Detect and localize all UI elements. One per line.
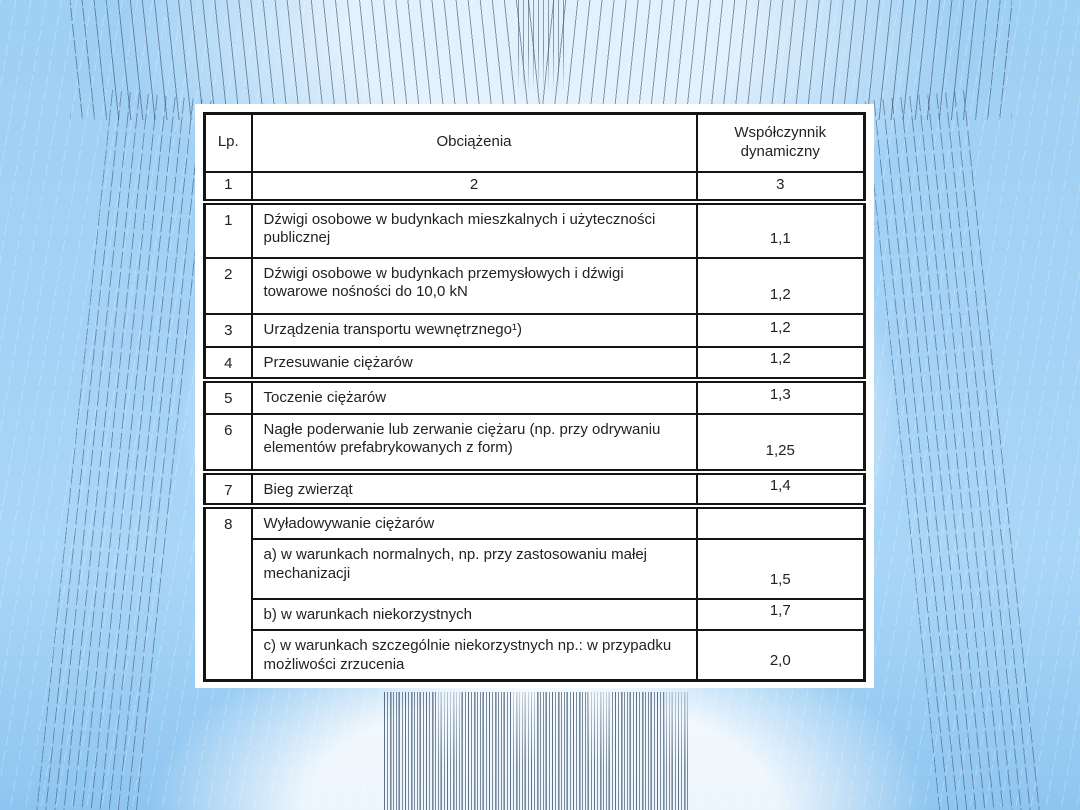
table-row: 4 Przesuwanie ciężarów 1,2 xyxy=(203,345,866,383)
coefficient-value-cell: 1,2 xyxy=(695,345,866,383)
coefficient-value-cell: 1,2 xyxy=(695,256,866,315)
load-description-cell: Nagłe poderwanie lub zerwanie ciężaru (n… xyxy=(250,412,698,475)
thread-barcode-bottom xyxy=(384,692,690,810)
table-row: a) w warunkach normalnych, np. przy zast… xyxy=(205,538,866,600)
table-row: 6 Nagłe poderwanie lub zerwanie ciężaru … xyxy=(203,412,866,475)
column-number-cell: 1 xyxy=(203,170,253,205)
column-number-cell: 2 xyxy=(250,170,698,205)
header-load: Obciążenia xyxy=(250,112,698,173)
coefficient-value-cell: 1,3 xyxy=(695,378,866,415)
load-description-cell: c) w warunkach szczególnie niekorzystnyc… xyxy=(250,629,698,681)
table-row: 7 Bieg zwierząt 1,4 xyxy=(203,470,866,510)
coefficient-value-cell: 1,25 xyxy=(695,412,866,475)
load-description-cell: Wyładowywanie ciężarów xyxy=(250,505,698,540)
table-row: 8 Wyładowywanie ciężarów xyxy=(203,505,866,681)
table-row: c) w warunkach szczególnie niekorzystnyc… xyxy=(205,629,866,681)
table-row: 2 Dźwigi osobowe w budynkach przemysłowy… xyxy=(203,256,866,315)
coefficient-value-cell: 1,2 xyxy=(695,312,866,348)
table-header-row: Lp. Obciążenia Współczynnik dynamiczny xyxy=(203,112,866,173)
table-row: 1 Dźwigi osobowe w budynkach mieszkalnyc… xyxy=(203,200,866,259)
table-row: 3 Urządzenia transportu wewnętrznego¹) 1… xyxy=(203,312,866,348)
coefficient-value-cell: 1,5 xyxy=(695,538,866,600)
coefficient-value-cell: 1,4 xyxy=(695,470,866,510)
header-coefficient: Współczynnik dynamiczny xyxy=(695,112,866,173)
column-numbers-row: 1 2 3 xyxy=(203,170,866,205)
load-description-cell: a) w warunkach normalnych, np. przy zast… xyxy=(250,538,698,600)
table-row: 5 Toczenie ciężarów 1,3 xyxy=(203,378,866,415)
load-description-cell: Bieg zwierząt xyxy=(250,470,698,510)
load-description-cell: Urządzenia transportu wewnętrznego¹) xyxy=(250,312,698,348)
row-number-cell: 5 xyxy=(203,378,253,415)
load-description-cell: b) w warunkach niekorzystnych xyxy=(250,598,698,631)
row-number-cell: 7 xyxy=(203,470,253,510)
row-number-cell: 1 xyxy=(203,200,253,259)
coefficients-table: Lp. Obciążenia Współczynnik dynamiczny 1… xyxy=(203,112,866,682)
table-panel: Lp. Obciążenia Współczynnik dynamiczny 1… xyxy=(195,104,874,688)
row-number-cell: 6 xyxy=(203,412,253,475)
row-number-cell: 3 xyxy=(203,312,253,348)
thread-cluster-top xyxy=(518,0,564,92)
table-row: b) w warunkach niekorzystnych 1,7 xyxy=(205,598,866,631)
row-number-cell: 8 xyxy=(203,505,253,681)
coefficient-value-cell: 2,0 xyxy=(695,629,866,681)
load-description-cell: Przesuwanie ciężarów xyxy=(250,345,698,383)
column-number-cell: 3 xyxy=(695,170,866,205)
load-description-cell: Dźwigi osobowe w budynkach przemysłowych… xyxy=(250,256,698,315)
load-description-cell: Toczenie ciężarów xyxy=(250,378,698,415)
load-description-cell: Dźwigi osobowe w budynkach mieszkalnych … xyxy=(250,200,698,259)
row-number-cell: 2 xyxy=(203,256,253,315)
coefficient-value-cell xyxy=(695,505,866,540)
header-lp: Lp. xyxy=(203,112,253,173)
coefficient-value-cell: 1,1 xyxy=(695,200,866,259)
row-number-cell: 4 xyxy=(203,345,253,383)
coefficient-value-cell: 1,7 xyxy=(695,598,866,631)
